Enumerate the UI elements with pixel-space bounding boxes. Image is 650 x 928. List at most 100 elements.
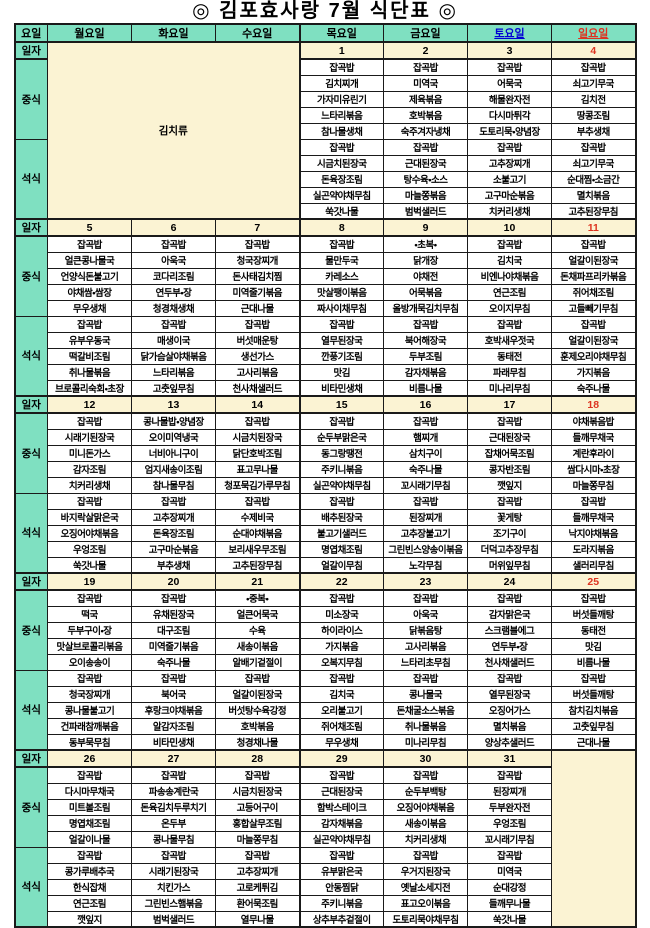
dinner-row: 석식 잡곡밥 잡곡밥 잡곡밥 잡곡밥 잡곡밥 잡곡밥 잡곡밥 bbox=[14, 315, 636, 397]
menu-item-cell: 우엉조림 bbox=[467, 814, 552, 832]
menu-item-cell: 느타리초무침 bbox=[383, 653, 468, 671]
menu-item-cell: 유채된장국 bbox=[131, 605, 216, 623]
lunch-row: 감자조림 엄지새송이조림 표고무나물 주키니볶음 숙주나물 콩자반조림 쌈다시마•초장 bbox=[15, 460, 636, 478]
menu-item-cell: 표고오이볶음 bbox=[383, 894, 468, 912]
date-row-label: 일자 bbox=[14, 41, 48, 60]
menu-item-cell: 알배기겉절이 bbox=[215, 653, 300, 671]
menu-item-cell: 부추생채 bbox=[551, 122, 636, 140]
menu-item-cell: 명엽채조림 bbox=[47, 814, 132, 832]
menu-item-cell: 불고기샐러드 bbox=[298, 524, 384, 542]
menu-item-cell: 참치김치볶음 bbox=[551, 701, 636, 719]
menu-item-cell: 치커리생채 bbox=[467, 202, 552, 220]
menu-item-cell: 탕수육•소스 bbox=[383, 170, 468, 188]
menu-item-cell: 시래기된장국 bbox=[131, 862, 216, 880]
menu-item-cell: 어묵국 bbox=[467, 74, 552, 92]
dinner-row: 콩나물불고기 후랑크야채볶음 버섯탕수육강정 오리불고기 돈채굴소스볶음 오징어가스 참치김… bbox=[15, 701, 636, 719]
lunch-row: 야채쌈•쌈장 연두부•장 미역줄기볶음 맛살팽이볶음 어묵볶음 연근조림 쥐어채조림 bbox=[15, 283, 636, 301]
menu-item-cell: 연근조림 bbox=[467, 283, 552, 301]
menu-item-cell: 잡곡밥 bbox=[298, 138, 384, 156]
menu-item-cell: 잡곡밥 bbox=[298, 492, 384, 510]
menu-item-cell: 파송송계란국 bbox=[131, 782, 216, 800]
date-cell: 8 bbox=[298, 218, 384, 237]
menu-item-cell: 멸치볶음 bbox=[551, 186, 636, 204]
lunch-row: 미니돈가스 너비아니구이 닭단호박조림 동그랑땡전 삼치구이 잡채어묵조림 계란후라이 bbox=[15, 444, 636, 462]
menu-item-cell: 우엉조림 bbox=[47, 540, 132, 558]
menu-item-cell: 양상추샐러드 bbox=[467, 733, 552, 751]
menu-item-cell: 닭볶음탕 bbox=[383, 621, 468, 639]
menu-item-cell: 돈채굴소스볶음 bbox=[383, 701, 468, 719]
menu-item-cell: 미트볼조림 bbox=[47, 798, 132, 816]
menu-item-cell: 그린빈스햄볶음 bbox=[131, 894, 216, 912]
menu-item-cell: 숙주나물 bbox=[551, 379, 636, 397]
menu-item-cell: 코다리조림 bbox=[131, 267, 216, 285]
menu-item-cell: 고추장찌개 bbox=[215, 862, 300, 880]
menu-item-cell: 파래무침 bbox=[467, 363, 552, 381]
menu-item-cell: 얼갈이무침 bbox=[298, 556, 384, 574]
menu-item-cell: 잡곡밥 bbox=[298, 235, 384, 253]
menu-item-cell: 연두부•장 bbox=[467, 637, 552, 655]
menu-item-cell: 잡곡밥 bbox=[298, 589, 384, 607]
date-cell: 23 bbox=[383, 572, 468, 591]
menu-item-cell: 마늘쫑무침 bbox=[551, 476, 636, 494]
dinner-row: 오징어야채볶음 돈육장조림 순대야채볶음 불고기샐러드 고추장불고기 조기구이 낙지야채볶음 bbox=[15, 524, 636, 542]
menu-item-cell: 쑥갓나물 bbox=[298, 202, 384, 220]
menu-item-cell: 짜사이채무침 bbox=[298, 299, 384, 317]
menu-item-cell: 들깨무채국 bbox=[551, 428, 636, 446]
menu-item-cell: 오이송송이 bbox=[47, 653, 132, 671]
menu-item-cell: 느타리볶음 bbox=[131, 363, 216, 381]
menu-item-cell: 새송이볶음 bbox=[215, 637, 300, 655]
menu-item-cell: 잡곡밥 bbox=[298, 58, 384, 76]
menu-item-cell: 동태전 bbox=[551, 621, 636, 639]
lunch-row-label: 중식 bbox=[14, 766, 48, 848]
menu-item-cell: 콩나물불고기 bbox=[47, 701, 132, 719]
menu-item-cell: 더덕고추장무침 bbox=[467, 540, 552, 558]
menu-item-cell: 잡곡밥 bbox=[47, 589, 132, 607]
menu-item-cell: 잡곡밥 bbox=[383, 766, 468, 784]
menu-item-cell: 잡곡밥 bbox=[131, 315, 216, 333]
lunch-row: 중식 잡곡밥 잡곡밥 잡곡밥 잡곡밥 bbox=[14, 58, 636, 140]
menu-item-cell: 잡곡밥 bbox=[47, 412, 132, 430]
menu-item-cell: 순두부맑은국 bbox=[298, 428, 384, 446]
date-cell: 5 bbox=[47, 218, 132, 237]
menu-item-cell: 순대찜•소금간 bbox=[551, 170, 636, 188]
menu-item-cell: 환어묵조림 bbox=[215, 894, 300, 912]
menu-item-cell: 해물완자전 bbox=[467, 90, 552, 108]
date-cell: 9 bbox=[383, 218, 468, 237]
date-cell: 15 bbox=[298, 395, 384, 414]
menu-item-cell: 잡곡밥 bbox=[131, 492, 216, 510]
menu-item-cell: 쥐어채조림 bbox=[298, 717, 384, 735]
menu-item-cell: 청국장찌개 bbox=[47, 685, 132, 703]
dinner-row: 돈육장조림 탕수육•소스 소불고기 순대찜•소금간 bbox=[15, 170, 636, 188]
date-cell: 20 bbox=[131, 572, 216, 591]
merged-note-cell: 김치류 bbox=[47, 41, 300, 220]
menu-item-cell: 버섯들깨탕 bbox=[551, 685, 636, 703]
menu-item-cell: 비엔나야채볶음 bbox=[467, 267, 552, 285]
menu-item-cell: 오징어가스 bbox=[467, 701, 552, 719]
menu-item-cell: 우거지된장국 bbox=[383, 862, 468, 880]
menu-item-cell: 얼갈이된장국 bbox=[551, 331, 636, 349]
date-row: 일자 5 6 7 8 9 10 11 bbox=[14, 218, 636, 237]
menu-item-cell: 대구조림 bbox=[131, 621, 216, 639]
menu-item-cell: 시금치된장국 bbox=[298, 154, 384, 172]
menu-item-cell: 홍합살무조림 bbox=[215, 814, 300, 832]
menu-item-cell: 잡곡밥 bbox=[298, 846, 384, 864]
menu-item-cell: 시래기된장국 bbox=[47, 428, 132, 446]
lunch-row-label: 중식 bbox=[14, 235, 48, 317]
menu-item-cell: 잡곡밥 bbox=[298, 315, 384, 333]
menu-item-cell: 버섯탕수육강정 bbox=[215, 701, 300, 719]
menu-item-cell: 온두부 bbox=[131, 814, 216, 832]
page-title: ◎ 김포효사랑 7월 식단표 ◎ bbox=[192, 0, 458, 22]
date-row: 일자 26 27 28 29 30 31 bbox=[14, 749, 636, 928]
lunch-row: 가자미유린기 제육볶음 해물완자전 김치전 bbox=[15, 90, 636, 108]
menu-item-cell: 고추장불고기 bbox=[383, 524, 468, 542]
menu-item-cell: 열무된장국 bbox=[298, 331, 384, 349]
menu-item-cell: 감자채볶음 bbox=[298, 814, 384, 832]
menu-item-cell: 고추장찌개 bbox=[467, 154, 552, 172]
menu-item-cell: 콩나물밥•양념장 bbox=[131, 412, 216, 430]
lunch-row: 치커리생채 참나물무침 청포묵김가루무침 실곤약야채무침 꼬시래기무침 깻잎지 마늘쫑무침 bbox=[15, 476, 636, 494]
menu-item-cell: 들깨무채국 bbox=[551, 508, 636, 526]
lunch-row-label: 중식 bbox=[14, 412, 48, 494]
menu-item-cell: 잡곡밥 bbox=[47, 315, 132, 333]
date-cell: 13 bbox=[131, 395, 216, 414]
menu-item-cell: 언양식돈불고기 bbox=[47, 267, 132, 285]
